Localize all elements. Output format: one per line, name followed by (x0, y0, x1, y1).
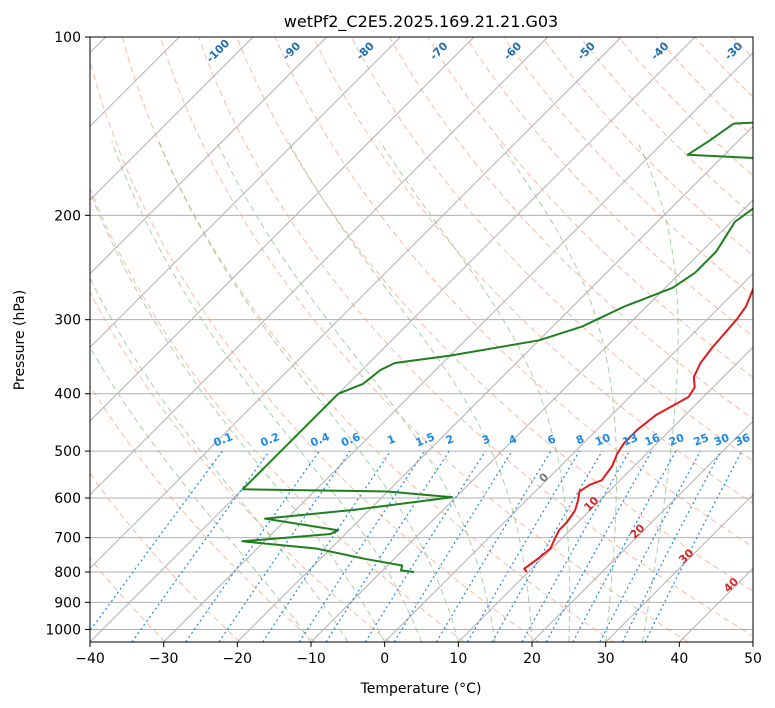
x-axis-title: Temperature (°C) (360, 681, 482, 697)
isotherm-line (90, 37, 696, 642)
mixing-ratio-line (545, 450, 653, 642)
mixing-ratio-line (466, 450, 580, 642)
isotherm-line (90, 37, 622, 570)
x-tick-label: 10 (449, 651, 467, 667)
mixing-ratio-label: 13 (621, 431, 640, 449)
y-tick-label: 1000 (45, 622, 81, 638)
x-tick-label: 30 (597, 651, 615, 667)
y-axis: 1000 900 800 700 600 500 400 300 200 100 (45, 30, 90, 638)
mixing-ratio-label: 30 (712, 431, 731, 449)
mixing-ratio-line (491, 450, 603, 642)
mixing-ratio-label: 25 (692, 431, 711, 449)
y-tick-label: 500 (54, 444, 81, 460)
mixing-ratio-label: 10 (593, 431, 612, 449)
mixing-ratio-label: 8 (574, 432, 586, 447)
x-tick-label: −10 (296, 651, 326, 667)
x-axis: −40 −30 −20 −10 0 10 20 30 40 50 (75, 642, 762, 667)
x-tick-label: −40 (75, 651, 105, 667)
x-tick-label: −20 (223, 651, 253, 667)
y-tick-label: 300 (54, 313, 81, 329)
dry-adiabat (90, 186, 465, 642)
dry-adiabat (90, 472, 241, 642)
y-tick-label: 200 (54, 208, 81, 224)
dry-adiabat (465, 37, 753, 338)
mixing-ratio-label: 20 (667, 431, 686, 449)
isotherm-line (531, 420, 753, 642)
dry-adiabat (121, 37, 614, 642)
mixing-ratio-line (572, 450, 677, 642)
isotherm-line (90, 37, 328, 275)
isotherm-line (90, 37, 254, 201)
y-tick-label: 400 (54, 387, 81, 403)
dry-adiabat (274, 37, 753, 548)
dry-adiabat (388, 37, 753, 420)
isotherm-line (90, 37, 401, 349)
y-tick-label: 900 (54, 595, 81, 611)
x-tick-label: 20 (523, 651, 541, 667)
isotherm-line (90, 37, 475, 422)
mixing-ratio-line (185, 450, 320, 642)
temperature-line (523, 286, 753, 573)
isotherm-line (457, 346, 753, 642)
mixing-ratio-label: 2 (444, 432, 456, 447)
mixing-ratio-label: 16 (643, 431, 662, 449)
dry-adiabat (236, 37, 753, 592)
dry-adiabat (90, 291, 390, 642)
mixing-ratio-line (599, 450, 702, 642)
mixing-ratio-line (298, 450, 425, 642)
x-tick-label: 50 (744, 651, 762, 667)
isotherm-line (384, 272, 753, 642)
dewpoint-line (241, 121, 753, 573)
isotherm-line (310, 199, 753, 642)
plot-frame (89, 36, 754, 643)
mixing-ratio-line (131, 450, 270, 642)
mixing-ratio-line (621, 450, 722, 642)
x-tick-label: 40 (670, 651, 688, 667)
mixing-ratio-line (364, 450, 486, 642)
mixing-ratio-line (644, 450, 743, 642)
dry-adiabat (159, 37, 689, 642)
y-tick-label: 600 (54, 491, 81, 507)
y-tick-label: 800 (54, 565, 81, 581)
isotherm-line (90, 37, 549, 496)
mixing-ratio-label: 3 (480, 432, 492, 447)
dry-adiabat (312, 37, 753, 505)
x-tick-label: 0 (380, 651, 389, 667)
dry-adiabat (90, 384, 316, 642)
dry-adiabat (350, 37, 753, 462)
mixing-ratio-label: 1 (385, 432, 397, 447)
y-axis-title: Pressure (hPa) (12, 290, 28, 390)
mixing-ratio-line (393, 450, 513, 642)
x-tick-label: −30 (149, 651, 179, 667)
mixing-ratio-label: 36 (733, 431, 752, 449)
mixing-ratio-line (521, 450, 631, 642)
dry-adiabat (426, 37, 753, 378)
mixing-ratio-line (90, 450, 223, 632)
background-lines (90, 37, 753, 642)
isotherm-line (163, 51, 753, 642)
chart-title: wetPf2_C2E5.2025.169.21.21.G03 (284, 12, 558, 32)
series-lines (241, 121, 753, 573)
y-tick-label: 100 (54, 30, 81, 46)
dry-adiabat (90, 59, 540, 642)
y-tick-label: 700 (54, 531, 81, 547)
dry-adiabat (503, 37, 753, 297)
isotherm-line (605, 493, 753, 642)
mixing-ratio-line (435, 450, 552, 642)
